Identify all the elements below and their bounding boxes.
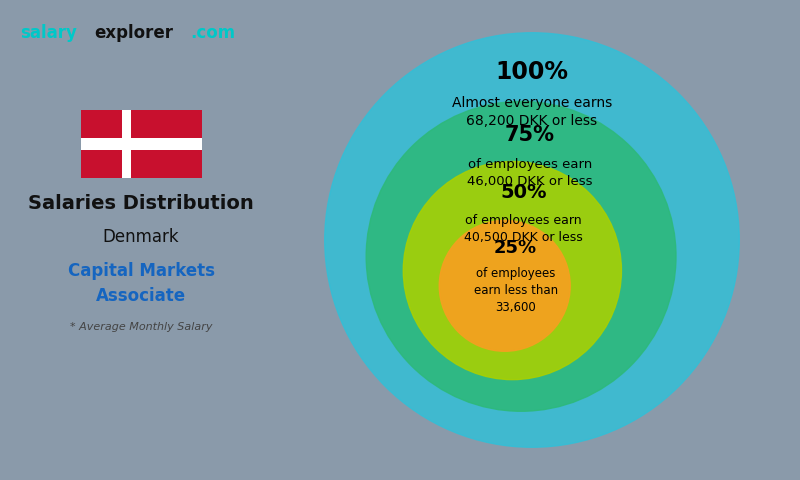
FancyBboxPatch shape bbox=[81, 110, 202, 178]
Text: 75%: 75% bbox=[505, 125, 555, 145]
Circle shape bbox=[439, 220, 570, 351]
Text: salary: salary bbox=[20, 24, 77, 42]
Circle shape bbox=[403, 161, 622, 380]
FancyBboxPatch shape bbox=[81, 138, 202, 150]
Circle shape bbox=[366, 101, 676, 411]
FancyBboxPatch shape bbox=[122, 110, 131, 178]
Text: of employees earn
46,000 DKK or less: of employees earn 46,000 DKK or less bbox=[467, 158, 593, 188]
Text: of employees
earn less than
33,600: of employees earn less than 33,600 bbox=[474, 267, 558, 314]
Text: explorer: explorer bbox=[94, 24, 173, 42]
Text: of employees earn
40,500 DKK or less: of employees earn 40,500 DKK or less bbox=[464, 214, 582, 244]
Text: 25%: 25% bbox=[494, 239, 537, 257]
Text: Capital Markets
Associate: Capital Markets Associate bbox=[68, 262, 214, 305]
Text: * Average Monthly Salary: * Average Monthly Salary bbox=[70, 322, 212, 332]
Text: Salaries Distribution: Salaries Distribution bbox=[28, 194, 254, 214]
Text: Denmark: Denmark bbox=[103, 228, 179, 246]
Circle shape bbox=[325, 33, 739, 447]
Text: .com: .com bbox=[190, 24, 235, 42]
Text: Almost everyone earns
68,200 DKK or less: Almost everyone earns 68,200 DKK or less bbox=[452, 96, 612, 128]
Text: 50%: 50% bbox=[500, 183, 546, 202]
Text: 100%: 100% bbox=[495, 60, 569, 84]
